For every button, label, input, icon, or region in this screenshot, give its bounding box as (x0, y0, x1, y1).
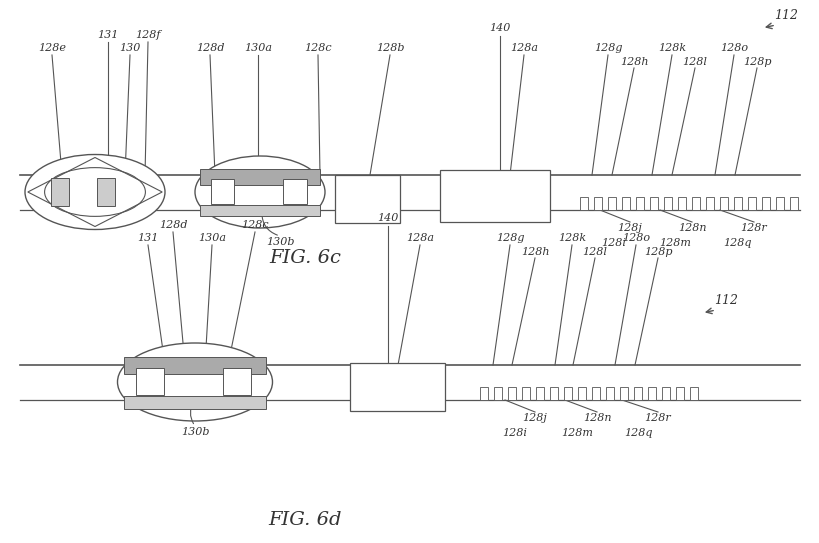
Bar (200, 169, 319, 185)
Text: 128g: 128g (495, 233, 523, 243)
Bar (691, 197, 699, 210)
Text: 130a: 130a (244, 43, 272, 53)
Text: 128f: 128f (135, 30, 161, 40)
Text: 128c: 128c (304, 43, 332, 53)
Text: 131: 131 (97, 30, 119, 40)
Text: 130b: 130b (180, 427, 209, 437)
Ellipse shape (117, 343, 272, 421)
Text: 130a: 130a (197, 233, 226, 243)
Bar (350, 363, 445, 411)
Text: 128e: 128e (38, 43, 66, 53)
Text: 128j: 128j (617, 223, 641, 233)
Text: 128p: 128p (643, 247, 672, 257)
Text: 128d: 128d (196, 43, 224, 53)
Text: 128p: 128p (742, 57, 771, 67)
Text: 128m: 128m (658, 238, 690, 248)
Bar (647, 387, 655, 400)
Text: FIG. 6d: FIG. 6d (268, 511, 342, 529)
Ellipse shape (195, 156, 324, 228)
Bar (761, 197, 769, 210)
Text: 128r: 128r (644, 413, 671, 423)
Bar (775, 197, 783, 210)
Bar (522, 387, 529, 400)
Text: 128k: 128k (557, 233, 586, 243)
Bar (579, 197, 587, 210)
Bar (536, 387, 543, 400)
Bar (689, 387, 697, 400)
Bar (563, 387, 572, 400)
Bar (440, 170, 550, 222)
Bar (550, 387, 557, 400)
Text: 131: 131 (137, 233, 159, 243)
Text: 128n: 128n (582, 413, 610, 423)
Text: 128l: 128l (681, 57, 707, 67)
Text: 128c: 128c (241, 220, 269, 230)
Bar (593, 197, 601, 210)
Bar (633, 387, 641, 400)
Text: 128q: 128q (623, 428, 651, 438)
Bar (591, 387, 600, 400)
Text: 128g: 128g (593, 43, 622, 53)
Bar (223, 368, 251, 395)
Text: 128n: 128n (677, 223, 705, 233)
Text: 140: 140 (377, 213, 398, 223)
Bar (97, 178, 115, 206)
Bar (136, 368, 164, 395)
Bar (493, 387, 501, 400)
Bar (663, 197, 672, 210)
Bar (51, 178, 69, 206)
Bar (747, 197, 755, 210)
Text: 112: 112 (773, 9, 797, 22)
Bar (622, 197, 629, 210)
Text: 130b: 130b (265, 237, 294, 247)
Bar (283, 179, 306, 204)
Bar (719, 197, 727, 210)
Bar (508, 387, 515, 400)
Text: 128j: 128j (522, 413, 547, 423)
Text: 128i: 128i (601, 238, 626, 248)
Bar (649, 197, 657, 210)
Bar (577, 387, 586, 400)
Text: 128o: 128o (719, 43, 747, 53)
Bar (124, 357, 266, 374)
Text: 128o: 128o (621, 233, 649, 243)
Bar (733, 197, 741, 210)
Text: 128i: 128i (502, 428, 527, 438)
Text: 128m: 128m (560, 428, 592, 438)
Text: 128a: 128a (405, 233, 433, 243)
Text: 128b: 128b (375, 43, 404, 53)
Text: 128h: 128h (520, 247, 549, 257)
Text: 112: 112 (713, 294, 737, 306)
Text: FIG. 6c: FIG. 6c (269, 249, 341, 267)
Text: 140: 140 (489, 23, 510, 33)
Text: 128k: 128k (657, 43, 686, 53)
Bar (789, 197, 797, 210)
Bar (605, 387, 613, 400)
Text: 128a: 128a (509, 43, 537, 53)
Bar (335, 175, 400, 223)
Text: 128q: 128q (722, 238, 750, 248)
Bar (705, 197, 713, 210)
Bar (124, 396, 266, 408)
Text: 128r: 128r (740, 223, 767, 233)
Bar (479, 387, 487, 400)
Text: 128l: 128l (581, 247, 607, 257)
Bar (607, 197, 615, 210)
Ellipse shape (44, 168, 145, 216)
Ellipse shape (25, 155, 165, 230)
Text: 128d: 128d (159, 220, 187, 230)
Bar (675, 387, 683, 400)
Bar (619, 387, 627, 400)
Bar (677, 197, 686, 210)
Bar (636, 197, 643, 210)
Bar (210, 179, 233, 204)
Text: 130: 130 (120, 43, 141, 53)
Bar (200, 205, 319, 217)
Bar (661, 387, 669, 400)
Text: 128h: 128h (619, 57, 648, 67)
